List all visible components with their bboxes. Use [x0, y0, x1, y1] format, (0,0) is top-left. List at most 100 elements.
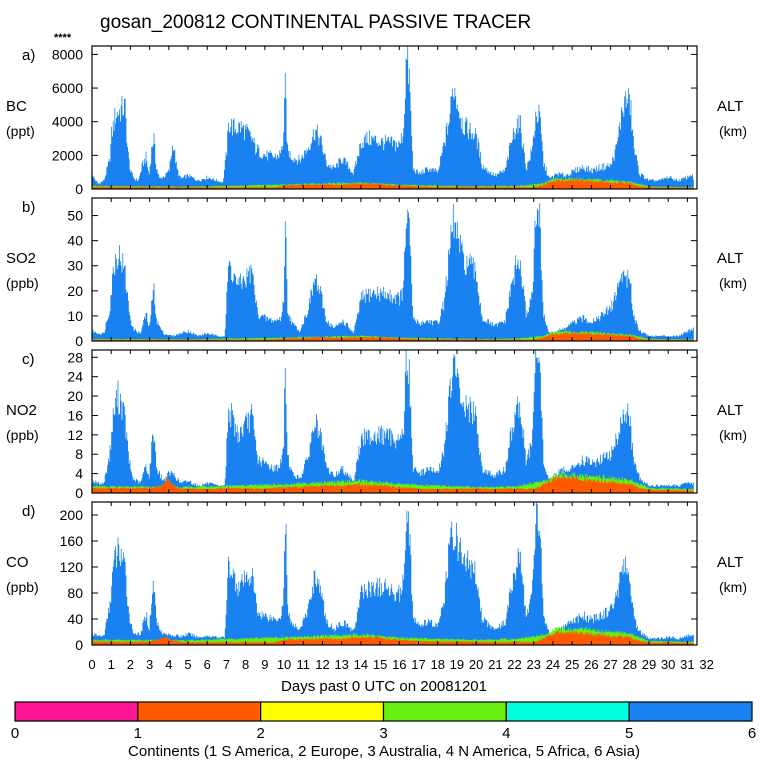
- x-tick-label: 0: [88, 657, 95, 672]
- panel-unit: (ppb): [6, 579, 39, 595]
- x-tick-label: 1: [108, 657, 115, 672]
- x-tick-label: 4: [165, 657, 172, 672]
- colorbar-tick-label: 2: [256, 725, 264, 742]
- right-label-alt: ALT: [717, 98, 743, 115]
- panel-species: BC: [6, 98, 27, 115]
- panel-frame: [91, 501, 698, 646]
- series-europe: [92, 476, 694, 493]
- panel-frame: [91, 197, 698, 342]
- colorbar-tick-label: 1: [134, 725, 142, 742]
- x-tick-label: 15: [373, 657, 387, 672]
- panel-unit: (ppt): [6, 123, 35, 139]
- y-tick-label: 0: [75, 181, 83, 197]
- series-europe: [92, 630, 694, 645]
- y-tick-label: 160: [60, 533, 84, 549]
- panel-species: NO2: [6, 402, 37, 419]
- right-label-km: (km): [719, 427, 747, 443]
- colorbar-segment: [137, 701, 262, 722]
- panel-unit: (ppb): [6, 427, 39, 443]
- colorbar-tick-label: 6: [748, 725, 756, 742]
- panels-group: 02000400060008000a)BC(ppt)ALT(km)0102030…: [6, 45, 747, 653]
- right-label-km: (km): [719, 123, 747, 139]
- x-tick-label: 27: [603, 657, 617, 672]
- y-tick-label: 0: [75, 637, 83, 653]
- panel-species: SO2: [6, 250, 36, 267]
- y-tick-label: 24: [67, 369, 83, 385]
- right-label-alt: ALT: [717, 402, 743, 419]
- x-tick-label: 5: [184, 657, 191, 672]
- x-tick-label: 16: [392, 657, 406, 672]
- x-tick-label: 6: [204, 657, 211, 672]
- series-asia: [92, 203, 694, 341]
- x-tick-label: 14: [354, 657, 368, 672]
- y-tick-label: 80: [67, 585, 83, 601]
- series-europe: [92, 332, 694, 341]
- y-tick-label: 40: [67, 611, 83, 627]
- x-tick-label: 8: [242, 657, 249, 672]
- colorbar-segment: [14, 701, 139, 722]
- colorbar-segment: [628, 701, 753, 722]
- x-tick-label: 23: [527, 657, 541, 672]
- x-tick-label: 30: [661, 657, 675, 672]
- x-axis-label: Days past 0 UTC on 20081201: [281, 678, 487, 695]
- x-tick-label: 24: [546, 657, 560, 672]
- y-tick-label: 12: [67, 427, 83, 443]
- x-tick-label: 21: [488, 657, 502, 672]
- y-tick-label: 120: [60, 559, 84, 575]
- right-label-km: (km): [719, 579, 747, 595]
- series-europe: [92, 179, 694, 189]
- colorbar-label: Continents (1 S America, 2 Europe, 3 Aus…: [128, 743, 640, 760]
- y-tick-label: 200: [60, 507, 84, 523]
- x-tick-label: 18: [430, 657, 444, 672]
- y-tick-label: 20: [67, 388, 83, 404]
- x-tick-label: 26: [584, 657, 598, 672]
- panel-letter: d): [22, 503, 35, 520]
- y-tick-label: 0: [75, 485, 83, 501]
- panel-no2: 0 4 8 12 16 20 24 28 c) NO2 (ppb) ALT (km): [6, 349, 747, 501]
- panel-species: CO: [6, 554, 29, 571]
- x-tick-label: 29: [642, 657, 656, 672]
- panel-bc: 0 2000 4000 6000 8000 a) BC (ppt) ALT (km): [6, 45, 747, 197]
- x-tick-label: 32: [699, 657, 713, 672]
- series-asia: [92, 46, 694, 190]
- y-tick-label: 8000: [52, 46, 83, 62]
- y-tick-label: 6000: [52, 80, 83, 96]
- colorbar-tick-label: 3: [379, 725, 387, 742]
- panel-letter: b): [22, 199, 35, 216]
- y-tick-label: 16: [67, 407, 83, 423]
- colorbar-tick-label: 0: [11, 725, 19, 742]
- x-tick-label: 20: [469, 657, 483, 672]
- y-tick-label: 2000: [52, 147, 83, 163]
- panel-co: 0 40 80 120 160 200 d) CO (ppb) ALT (km): [6, 501, 747, 653]
- x-tick-label: 31: [680, 657, 694, 672]
- x-tick-label: 2: [127, 657, 134, 672]
- x-tick-label: 7: [223, 657, 230, 672]
- x-tick-label: 13: [334, 657, 348, 672]
- colorbar-tick-label: 5: [625, 725, 633, 742]
- right-label-alt: ALT: [717, 250, 743, 267]
- x-tick-label: 12: [315, 657, 329, 672]
- panel-frame: [91, 349, 698, 494]
- panel-letter: c): [22, 351, 35, 368]
- corner-mark: ****: [54, 32, 72, 44]
- x-tick-label: 11: [297, 657, 311, 672]
- colorbar-tick-label: 4: [502, 725, 510, 742]
- right-label-alt: ALT: [717, 554, 743, 571]
- panel-frame: [91, 45, 698, 190]
- y-tick-label: 4000: [52, 114, 83, 130]
- y-tick-label: 20: [67, 283, 83, 299]
- x-tick-label: 28: [623, 657, 637, 672]
- y-tick-label: 28: [67, 349, 83, 365]
- x-tick-label: 17: [411, 657, 425, 672]
- y-tick-label: 10: [67, 308, 83, 324]
- y-tick-label: 40: [67, 233, 83, 249]
- colorbar-segment: [260, 701, 385, 722]
- panel-so2: 0 10 20 30 40 50 b) SO2 (ppb) ALT (km): [6, 197, 747, 349]
- y-tick-label: 8: [75, 446, 83, 462]
- panel-unit: (ppb): [6, 275, 39, 291]
- x-tick-label: 3: [146, 657, 153, 672]
- x-tick-label: 19: [450, 657, 464, 672]
- chart-title: gosan_200812 CONTINENTAL PASSIVE TRACER: [100, 12, 531, 33]
- series-asia: [92, 502, 694, 645]
- y-tick-label: 50: [67, 208, 83, 224]
